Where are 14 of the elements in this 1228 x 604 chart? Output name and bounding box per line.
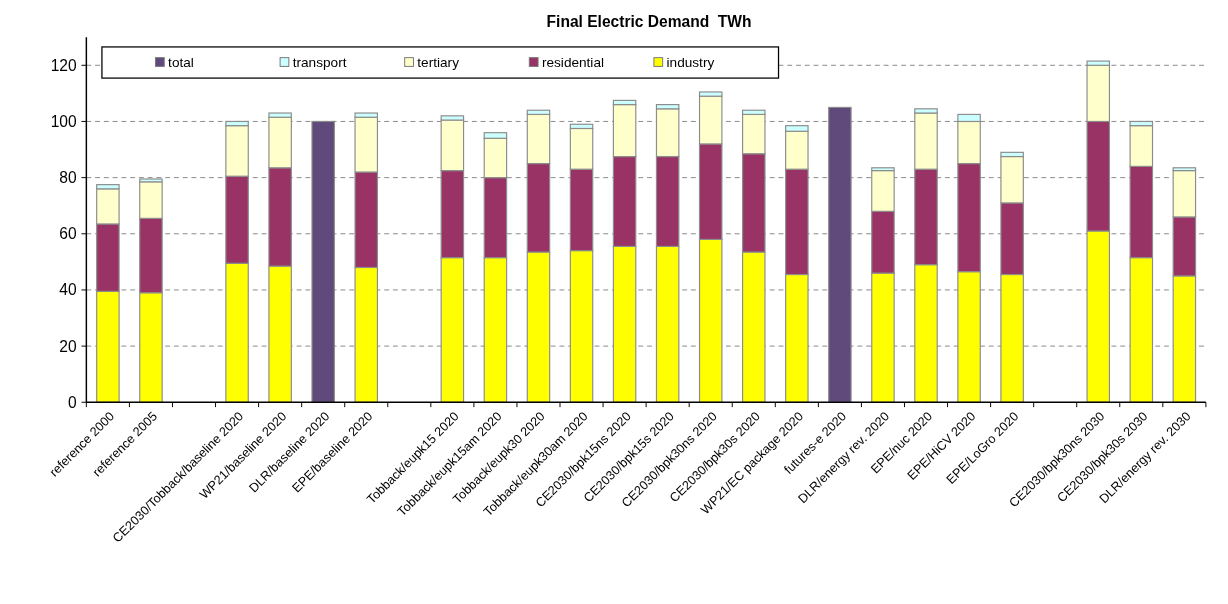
legend-label: residential	[541, 55, 605, 71]
chart-title: Final Electric Demand TWh	[546, 13, 752, 31]
y-tick-label: 40	[59, 281, 77, 299]
y-tick-label: 0	[67, 393, 77, 411]
bar	[311, 120, 335, 403]
legend-label: total	[168, 55, 194, 71]
y-tick-label: 60	[59, 225, 77, 243]
y-tick-label: 120	[50, 56, 77, 74]
legend-label: tertiary	[417, 55, 460, 71]
legend-label: industry	[666, 55, 715, 71]
legend-label: transport	[292, 55, 347, 71]
y-tick-label: 20	[59, 337, 77, 355]
y-tick-label: 80	[59, 169, 77, 187]
y-tick-label: 100	[50, 112, 77, 130]
